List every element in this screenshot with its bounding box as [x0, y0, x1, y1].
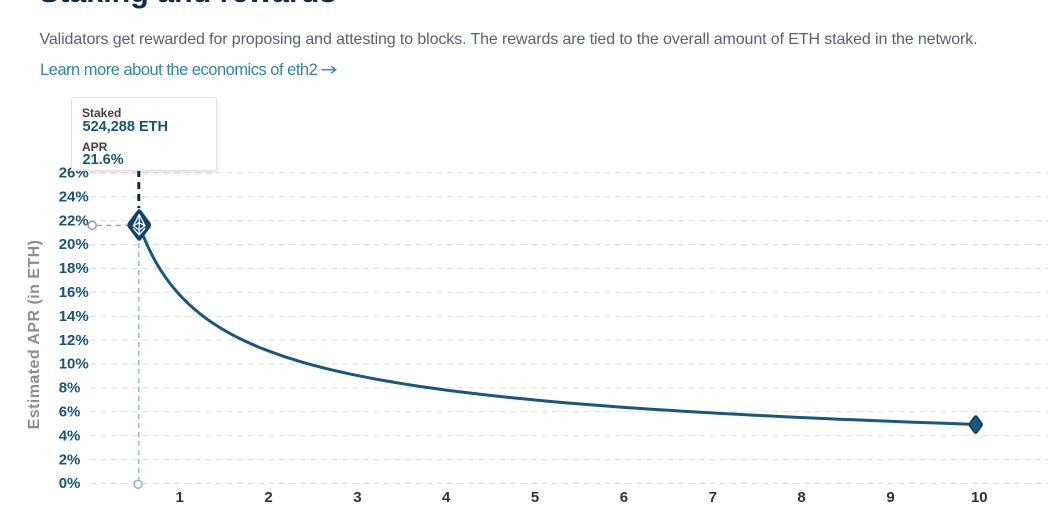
svg-text:0%: 0%	[59, 475, 81, 492]
svg-text:20%: 20%	[59, 236, 89, 253]
svg-text:2%: 2%	[59, 451, 81, 468]
svg-text:10: 10	[971, 489, 988, 506]
svg-text:10%: 10%	[59, 356, 89, 373]
svg-text:6: 6	[620, 489, 628, 506]
svg-text:18%: 18%	[59, 260, 89, 277]
svg-text:12%: 12%	[59, 332, 89, 349]
svg-text:Estimated APR (in ETH): Estimated APR (in ETH)	[26, 240, 43, 430]
svg-text:4: 4	[442, 489, 451, 506]
svg-text:14%: 14%	[59, 308, 89, 325]
svg-text:22%: 22%	[59, 212, 89, 229]
svg-text:1: 1	[176, 489, 184, 506]
svg-text:6%: 6%	[59, 404, 81, 421]
svg-text:8: 8	[797, 489, 805, 506]
svg-text:9: 9	[886, 489, 894, 506]
svg-text:7: 7	[709, 489, 717, 506]
svg-text:5: 5	[531, 489, 539, 506]
svg-text:3: 3	[353, 489, 361, 506]
svg-text:24%: 24%	[59, 188, 89, 205]
svg-text:8%: 8%	[59, 380, 81, 397]
svg-text:4%: 4%	[59, 427, 81, 444]
svg-text:16%: 16%	[59, 284, 89, 301]
svg-text:2: 2	[264, 489, 272, 506]
